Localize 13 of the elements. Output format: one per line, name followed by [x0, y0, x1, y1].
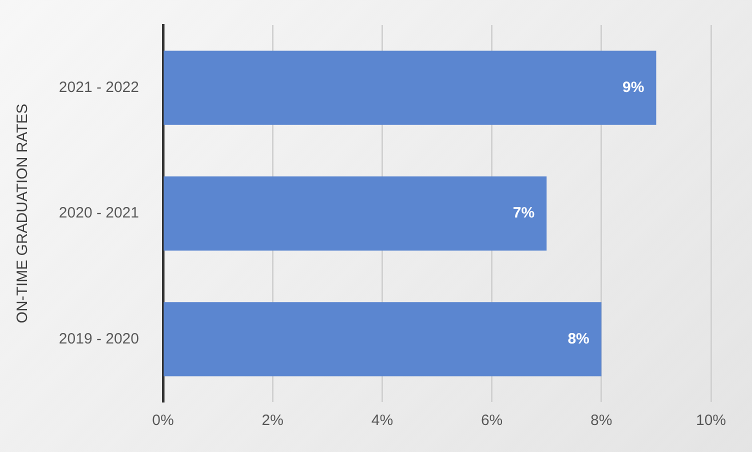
x-tick-label: 8% [590, 412, 612, 430]
y-tick-label: 2019 - 2020 [58, 330, 139, 348]
x-tick-label: 2% [262, 412, 284, 430]
x-tick-label: 10% [696, 412, 726, 430]
data-label: 8% [568, 330, 590, 348]
x-tick-label: 0% [152, 412, 174, 430]
y-tick-label: 2021 - 2022 [58, 78, 139, 96]
x-tick-label: 6% [480, 412, 503, 430]
y-axis-title: ON-TIME GRADUATION RATES [14, 104, 32, 324]
y-tick-label: 2020 - 2021 [58, 204, 139, 222]
data-label: 7% [512, 204, 535, 222]
data-label: 9% [622, 78, 644, 96]
x-tick-label: 4% [371, 412, 394, 430]
